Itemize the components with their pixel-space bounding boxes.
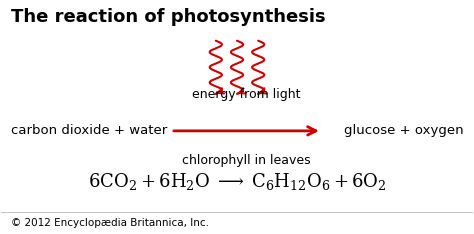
Text: chlorophyll in leaves: chlorophyll in leaves (182, 154, 311, 167)
Text: The reaction of photosynthesis: The reaction of photosynthesis (11, 8, 326, 26)
Text: $6\mathrm{CO}_2 + 6\mathrm{H}_2\mathrm{O}$$\;\longrightarrow\;$$\mathrm{C}_6\mat: $6\mathrm{CO}_2 + 6\mathrm{H}_2\mathrm{O… (88, 171, 386, 192)
Text: glucose + oxygen: glucose + oxygen (344, 124, 463, 137)
Text: © 2012 Encyclopædia Britannica, Inc.: © 2012 Encyclopædia Britannica, Inc. (11, 218, 209, 228)
Text: carbon dioxide + water: carbon dioxide + water (11, 124, 167, 137)
Text: energy from light: energy from light (192, 88, 301, 101)
